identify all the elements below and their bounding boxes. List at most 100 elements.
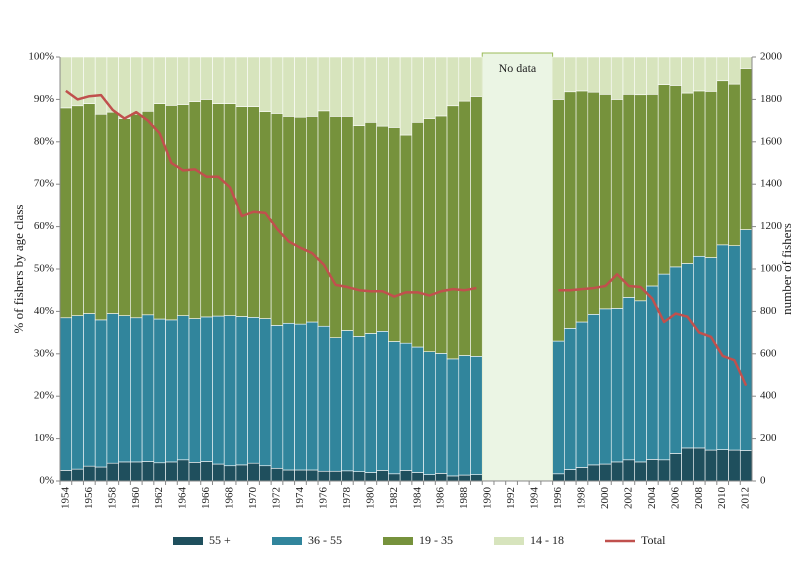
x-tick-label: 1972 [271,487,283,509]
bar-segment [352,125,366,337]
y-tick-label: 0% [39,475,54,487]
bar-segment [728,83,741,246]
bar-segment [423,118,436,352]
bar-segment [71,315,84,470]
bar-segment [423,351,436,475]
bar-segment [739,229,753,451]
bar-segment [587,91,600,315]
bar-segment [130,56,143,115]
bar-segment [435,473,448,482]
bar-segment [352,56,366,126]
y-axis-title: % of fishers by age class [11,205,26,334]
legend-swatch [383,537,413,545]
x-tick-label: 1956 [83,487,95,510]
bar-segment [106,111,119,314]
bar-segment [341,116,354,331]
bar-segment [223,56,237,104]
bar-segment [118,118,131,316]
bar-segment [564,328,577,470]
bar-segment [270,56,284,114]
bar-segment [341,56,354,117]
bar-segment [306,116,319,323]
bar-segment [188,318,202,463]
x-tick-label: 1974 [294,487,306,510]
x-tick-label: 1958 [106,487,118,510]
bar-segment [587,56,600,93]
x-tick-label: 1996 [552,487,564,510]
bar-segment [282,322,295,471]
bar-segment [329,337,342,472]
bar-segment [153,56,166,104]
bar-segment [71,468,84,482]
bar-segment [669,56,682,86]
legend-label: Total [641,533,666,547]
bar-segment [470,56,483,97]
bar-segment [681,92,694,264]
bar-segment [704,257,718,451]
bar-segment [282,116,295,324]
y2-tick-label: 600 [760,347,777,359]
bar-segment [153,318,166,464]
bar-segment [728,56,741,85]
bar-segment [599,463,612,482]
bar-segment [364,472,377,482]
bar-segment [423,474,436,482]
bar-segment [564,469,577,482]
x-tick-label: 1966 [200,487,212,510]
bar-segment [165,56,178,106]
y-tick-label: 50% [34,263,54,275]
bar-segment [552,340,565,475]
x-tick-label: 2008 [693,487,705,510]
bar-segment [141,461,155,482]
y2-tick-label: 1600 [760,135,783,147]
bar-segment [458,474,471,482]
bar-segment [376,125,389,332]
bar-segment [646,459,659,482]
bar-segment [317,325,331,472]
bar-segment [728,449,741,482]
bar-segment [575,56,589,92]
bar-segment [247,56,260,107]
x-tick-label: 2002 [622,487,634,509]
x-tick-label: 1968 [224,487,236,510]
bar-segment [188,462,202,482]
x-tick-label: 1982 [388,487,400,509]
bar-segment [106,462,119,482]
bar-segment [118,315,131,463]
x-tick-label: 1970 [247,487,259,510]
y2-axis-title: number of fishers [779,223,794,315]
bar-segment [458,355,471,476]
bar-segment [106,313,119,464]
bar-segment [587,314,600,466]
bar-segment [259,111,272,319]
bar-segment [247,317,260,464]
bar-segment [728,245,741,451]
bar-segment [141,110,155,316]
bar-segment [669,453,682,482]
bar-segment [435,56,448,117]
bar-segment [59,56,73,109]
bar-segment [212,463,225,482]
bar-segment [294,116,307,325]
bar-segment [657,84,671,275]
bar-segment [681,263,694,449]
bar-segment [470,356,483,475]
bar-segment [352,336,366,472]
bar-segment [270,325,284,469]
bar-segment [575,321,589,468]
x-tick-label: 1962 [153,487,165,509]
bar-segment [352,471,366,482]
x-tick-label: 1954 [59,487,71,510]
y2-tick-label: 200 [760,432,777,444]
line-series [65,89,748,387]
bar-segment [259,56,272,112]
bar-segment [446,475,460,482]
bar-segment [130,317,143,463]
bar-segment [235,56,248,107]
bar-segment [716,80,729,246]
bar-segment [235,464,248,482]
y-tick-label: 30% [34,347,54,359]
bar-segment [693,447,706,482]
